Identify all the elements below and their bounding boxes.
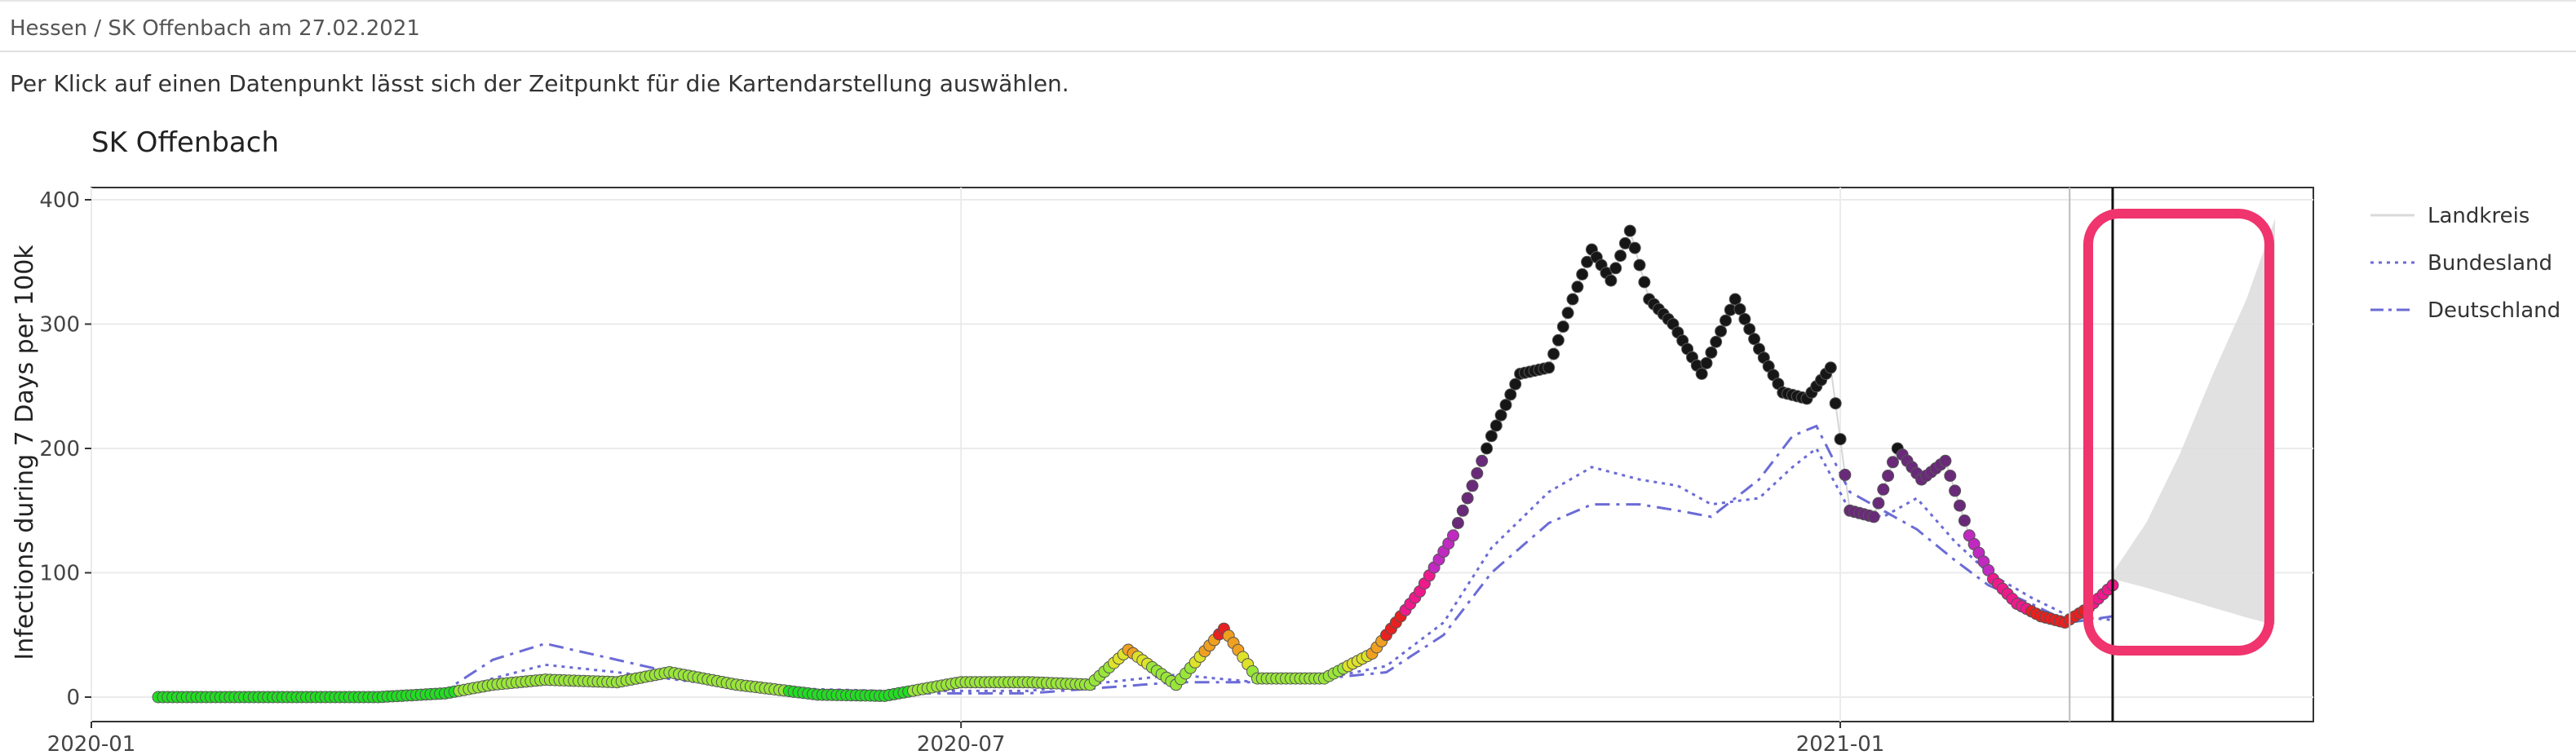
legend-label: Deutschland [2428,298,2561,323]
data-point[interactable] [1939,454,1952,467]
plot-frame [91,187,2314,722]
data-point[interactable] [1954,499,1966,512]
data-point[interactable] [1494,408,1507,422]
data-point[interactable] [1695,368,1708,380]
legend-label: Landkreis [2428,204,2530,228]
data-point[interactable] [1504,388,1517,401]
data-point[interactable] [1566,293,1579,306]
data-point[interactable] [1481,442,1494,455]
data-point[interactable] [1476,454,1489,467]
plot-area [91,187,2314,722]
data-point[interactable] [1944,470,1957,482]
forecast-area [2113,218,2276,625]
chart-title: SK Offenbach [91,126,279,159]
data-point[interactable] [1623,224,1636,237]
y-tick-label: 400 [39,188,80,213]
data-point[interactable] [1882,470,1895,482]
axes: 0 100 200 300 400 2020-01 2020-07 2021-01 [39,188,1884,755]
data-point[interactable] [1743,323,1756,336]
data-point[interactable] [1571,280,1584,294]
data-point[interactable] [1877,483,1890,496]
y-tick-label: 200 [39,437,80,461]
data-point[interactable] [1700,356,1713,369]
y-tick-label: 300 [39,313,80,338]
legend: Landkreis Bundesland Deutschland [2370,204,2561,323]
data-point[interactable] [1485,430,1498,443]
data-point[interactable] [1867,510,1880,523]
x-tick-label: 2021-01 [1796,732,1885,755]
data-point[interactable] [1720,314,1732,327]
data-point[interactable] [1887,456,1899,469]
forecast-highlight [2083,209,2274,656]
data-point[interactable] [1471,467,1484,479]
data-point[interactable] [1733,302,1746,316]
data-point[interactable] [1834,433,1847,446]
data-point[interactable] [1628,241,1641,254]
data-point[interactable] [1461,492,1474,505]
instruction-text: Per Klick auf einen Datenpunkt lässt sic… [10,70,1069,97]
series-line-deutschland [158,424,2113,699]
data-point[interactable] [1748,333,1761,346]
data-point[interactable] [1609,262,1622,275]
data-point[interactable] [1543,361,1556,374]
y-axis-label: Infections during 7 Days per 100k [11,245,39,660]
header-bar: Hessen / SK Offenbach am 27.02.2021 [0,0,2576,52]
date-markers [2069,188,2114,722]
data-point[interactable] [1604,274,1618,287]
data-point[interactable] [1738,312,1751,325]
data-point[interactable] [1705,346,1718,359]
data-point[interactable] [1451,517,1464,529]
data-point[interactable] [1829,397,1842,410]
breadcrumb[interactable]: Hessen / SK Offenbach am 27.02.2021 [10,16,420,41]
gridlines [91,188,2313,722]
data-point[interactable] [1638,276,1651,289]
y-tick-label: 100 [39,562,80,586]
data-point[interactable] [1489,419,1503,432]
data-point[interactable] [1556,320,1569,333]
x-tick-label: 2020-01 [47,732,136,755]
data-point[interactable] [1551,333,1565,347]
legend-label: Bundesland [2428,251,2552,276]
data-point[interactable] [1728,293,1742,306]
data-point[interactable] [1824,361,1837,374]
data-point[interactable] [1633,258,1646,272]
data-point[interactable] [1958,514,1971,527]
data-point[interactable] [1547,347,1560,360]
data-point[interactable] [1561,307,1574,320]
y-tick-label: 0 [66,686,80,710]
data-point[interactable] [1466,479,1479,492]
data-point[interactable] [1456,504,1469,517]
data-point[interactable] [1710,335,1723,348]
data-point[interactable] [1872,497,1885,510]
data-point[interactable] [1509,378,1522,391]
data-point[interactable] [1715,325,1728,338]
data-point[interactable] [1949,484,1962,497]
data-point[interactable] [1839,468,1852,481]
data-point[interactable] [1614,249,1627,263]
data-point[interactable] [1499,399,1512,412]
data-point[interactable] [1576,268,1589,280]
forecast-band [2113,218,2276,625]
x-tick-label: 2020-07 [917,732,1006,755]
data-point[interactable] [1447,529,1459,542]
